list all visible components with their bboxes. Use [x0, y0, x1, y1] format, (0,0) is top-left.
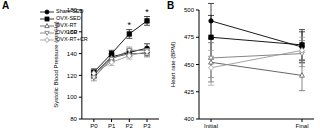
- svg-text:475: 475: [184, 34, 195, 40]
- svg-text:180: 180: [67, 7, 78, 13]
- svg-text:425: 425: [184, 89, 195, 95]
- svg-text:P2: P2: [126, 123, 134, 129]
- svg-text:80: 80: [70, 116, 77, 122]
- svg-text:*: *: [128, 20, 132, 30]
- svg-text:450: 450: [184, 62, 195, 68]
- svg-text:Systolic Blood Pressure (mmHg): Systolic Blood Pressure (mmHg): [53, 21, 59, 108]
- svg-text:500: 500: [184, 7, 195, 13]
- svg-text:400: 400: [184, 116, 195, 122]
- svg-text:P1: P1: [108, 123, 116, 129]
- svg-text:140: 140: [67, 51, 78, 57]
- svg-text:Final: Final: [295, 123, 308, 129]
- svg-text:Initial: Initial: [204, 123, 218, 129]
- svg-text:*: *: [145, 7, 149, 17]
- svg-text:P3: P3: [143, 123, 151, 129]
- svg-text:Heart rate (BPM): Heart rate (BPM): [170, 42, 176, 87]
- svg-text:120: 120: [67, 73, 78, 79]
- svg-text:160: 160: [67, 29, 78, 35]
- svg-text:100: 100: [67, 94, 78, 100]
- svg-text:P0: P0: [90, 123, 98, 129]
